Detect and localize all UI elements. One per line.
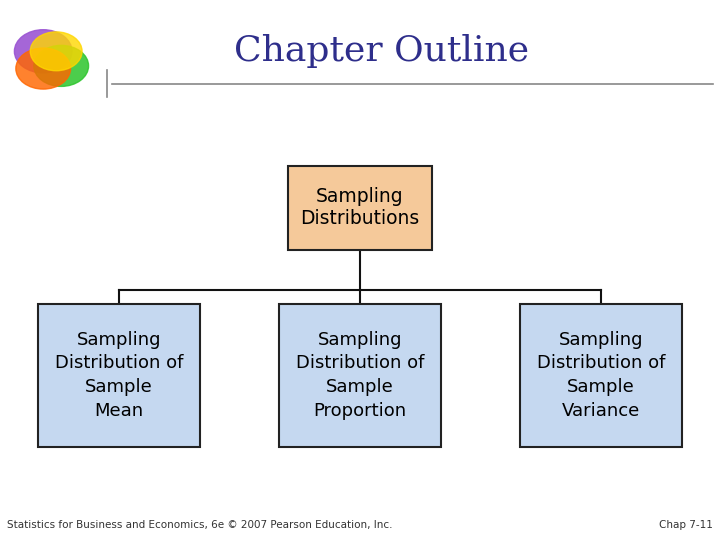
Text: Chap 7-11: Chap 7-11 — [659, 520, 713, 530]
FancyBboxPatch shape — [279, 303, 441, 447]
Circle shape — [30, 32, 82, 71]
Text: Chapter Outline: Chapter Outline — [234, 35, 529, 68]
FancyBboxPatch shape — [288, 166, 432, 249]
Text: Sampling
Distributions: Sampling Distributions — [300, 187, 420, 228]
Text: Sampling
Distribution of
Sample
Proportion: Sampling Distribution of Sample Proporti… — [296, 331, 424, 420]
Text: Sampling
Distribution of
Sample
Mean: Sampling Distribution of Sample Mean — [55, 331, 183, 420]
Circle shape — [34, 45, 89, 86]
Text: Sampling
Distribution of
Sample
Variance: Sampling Distribution of Sample Variance — [537, 331, 665, 420]
FancyBboxPatch shape — [38, 303, 200, 447]
Circle shape — [16, 48, 71, 89]
Circle shape — [14, 30, 72, 73]
FancyBboxPatch shape — [520, 303, 682, 447]
Text: Statistics for Business and Economics, 6e © 2007 Pearson Education, Inc.: Statistics for Business and Economics, 6… — [7, 520, 392, 530]
